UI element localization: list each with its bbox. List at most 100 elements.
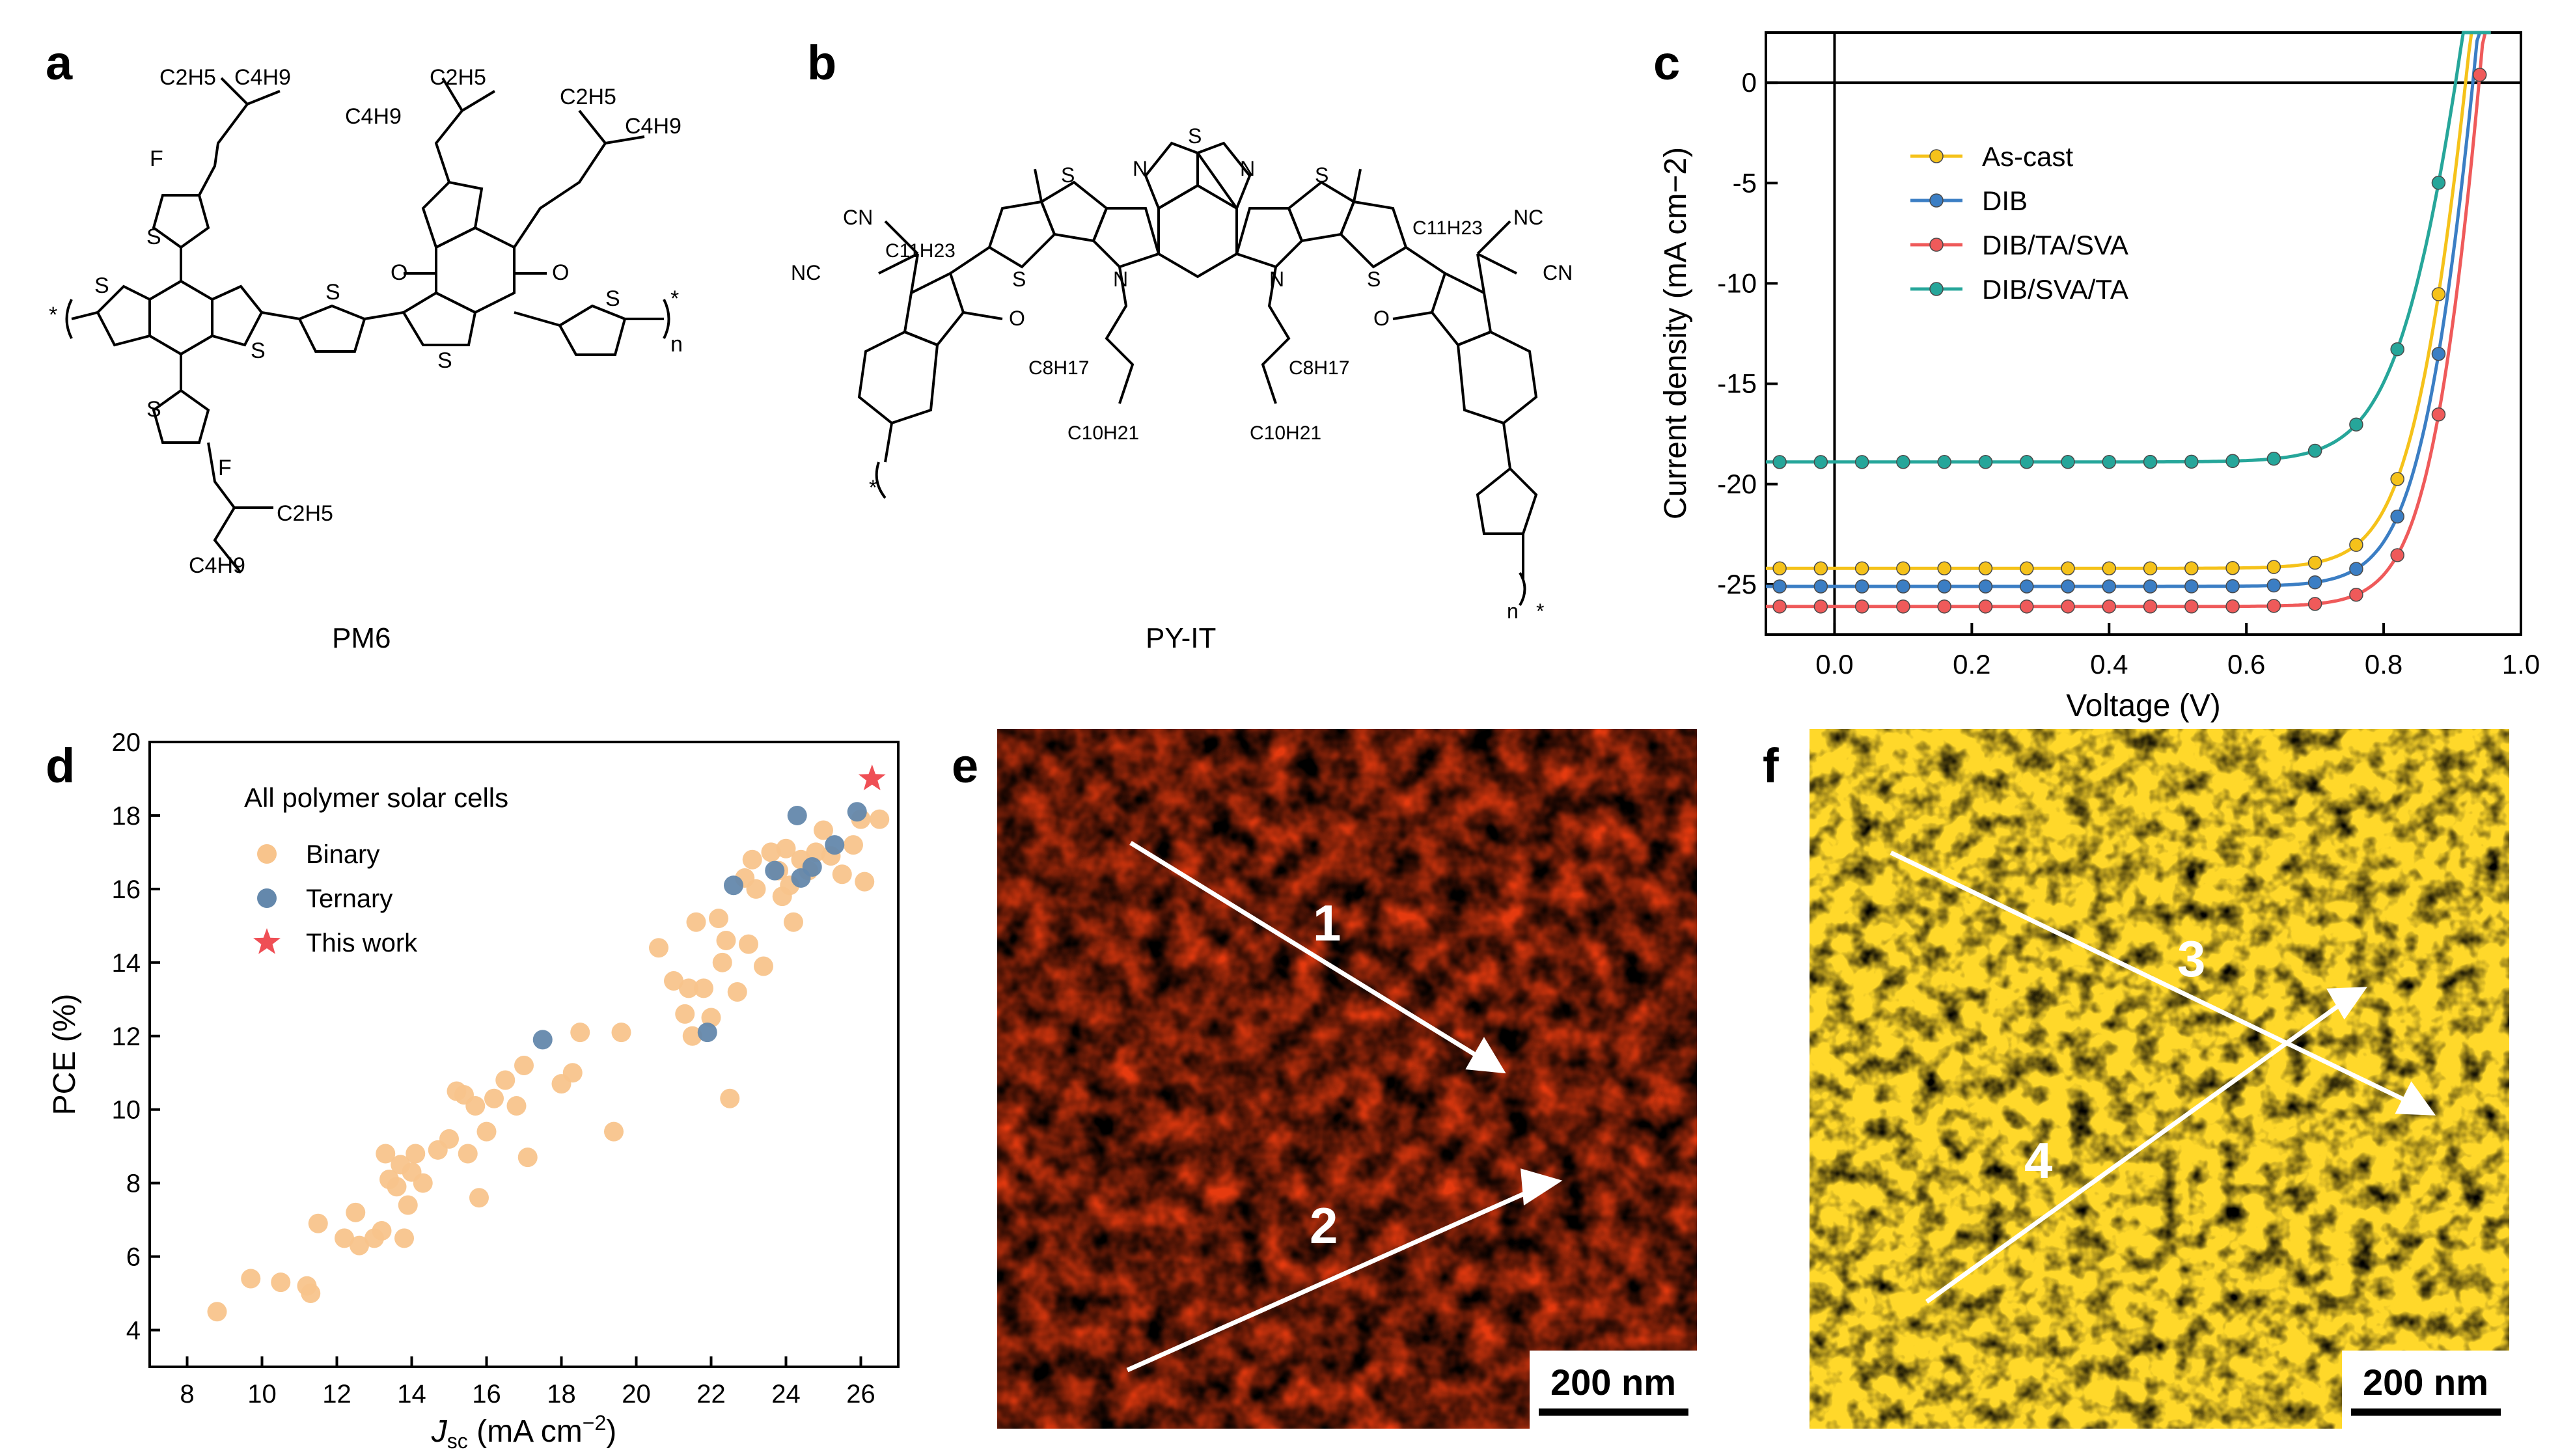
jv-legend-marker bbox=[1929, 149, 1944, 163]
pce-y-axis-label: PCE (%) bbox=[48, 994, 82, 1116]
jv-marker bbox=[2472, 68, 2487, 82]
jv-marker bbox=[2225, 599, 2240, 614]
pce-point-binary bbox=[720, 1088, 740, 1108]
jv-y-tick-label: -5 bbox=[1733, 167, 1757, 198]
arrow-1-label: 1 bbox=[1313, 894, 1341, 952]
pce-point-binary bbox=[776, 838, 796, 858]
pce-point-binary bbox=[855, 872, 875, 892]
pce-y-tick-label: 18 bbox=[112, 802, 141, 831]
pce-y-tick-label: 4 bbox=[126, 1317, 141, 1345]
jv-marker bbox=[2143, 599, 2158, 614]
jv-marker bbox=[2019, 455, 2034, 469]
pce-point-binary bbox=[570, 1023, 590, 1043]
pce-x-tick-label: 10 bbox=[247, 1380, 277, 1408]
arrow-2-label: 2 bbox=[1310, 1197, 1338, 1254]
pce-x-axis-label: Jsc (mA cm−2) bbox=[431, 1411, 616, 1453]
jv-marker bbox=[2431, 287, 2446, 301]
pyit-star-left: * bbox=[869, 476, 877, 499]
pyit-alkyl-1: C11H23 bbox=[885, 240, 956, 262]
pce-point-binary bbox=[675, 1004, 695, 1024]
pce-point-binary bbox=[844, 835, 863, 855]
pyit-n: n bbox=[1507, 599, 1519, 623]
jv-x-tick-label: 0.6 bbox=[2227, 649, 2265, 680]
panel-letter-a: a bbox=[46, 36, 73, 90]
jv-marker bbox=[2307, 555, 2322, 570]
pce-point-binary bbox=[682, 1026, 702, 1046]
pce-axes: 8 10 12 14 16 18 20 22 24 26 4 6 8 10 12 14 16 18 20 bbox=[112, 728, 875, 1408]
jv-marker bbox=[1978, 579, 1993, 594]
jv-marker bbox=[2349, 587, 2363, 602]
pce-point-binary bbox=[709, 909, 728, 929]
jv-series bbox=[1766, 31, 2491, 614]
pyit-S-top: S bbox=[1188, 124, 1202, 148]
jv-marker bbox=[2390, 472, 2404, 486]
pce-point-binary bbox=[562, 1063, 583, 1083]
jv-legend-marker bbox=[1929, 282, 1944, 296]
pm6-alkyl-4: C2H5 bbox=[430, 65, 486, 90]
pce-legend-marker bbox=[257, 888, 277, 908]
pce-point-binary bbox=[308, 1213, 328, 1233]
jv-marker bbox=[2266, 560, 2281, 574]
pce-point-binary bbox=[398, 1195, 418, 1215]
pyit-alkyl-2: C11H23 bbox=[1412, 217, 1483, 239]
jv-plot-frame bbox=[1765, 31, 2522, 636]
pce-point-binary bbox=[469, 1188, 489, 1208]
pm6-alkyl-1: C2H5 bbox=[159, 65, 216, 90]
pce-point-ternary bbox=[765, 860, 785, 881]
scale-bar-f: 200 nm bbox=[2342, 1351, 2509, 1429]
jv-y-tick-label: 0 bbox=[1742, 67, 1757, 98]
pyit-CN-2: CN bbox=[1543, 261, 1573, 284]
pce-y-tick-label: 6 bbox=[126, 1243, 141, 1272]
pm6-n: n bbox=[670, 332, 683, 357]
pce-point-binary bbox=[495, 1070, 516, 1090]
scale-bar-e-line bbox=[1538, 1408, 1688, 1416]
panel-letter-e: e bbox=[952, 739, 979, 793]
pyit-alkyl-6: C10H21 bbox=[1250, 422, 1321, 444]
afm-image-f: 3 4 bbox=[1810, 729, 2509, 1429]
pce-y-tick-label: 10 bbox=[112, 1096, 141, 1125]
jv-marker bbox=[2266, 578, 2281, 593]
jv-marker bbox=[2266, 599, 2281, 613]
jv-marker bbox=[1978, 455, 1993, 469]
jv-marker bbox=[2061, 454, 2075, 469]
pce-point-ternary bbox=[787, 805, 807, 825]
jv-marker bbox=[1813, 579, 1828, 594]
jv-line-dib-sva-ta bbox=[1766, 31, 2491, 464]
jv-marker bbox=[1772, 455, 1787, 469]
jv-marker bbox=[1896, 455, 1910, 469]
pce-point-binary bbox=[679, 978, 698, 998]
jv-marker bbox=[2307, 575, 2322, 590]
pce-point-binary bbox=[335, 1228, 354, 1248]
pce-point-ternary bbox=[697, 1023, 717, 1043]
jv-marker bbox=[2431, 407, 2446, 422]
scale-bar-f-line bbox=[2350, 1408, 2501, 1416]
jv-marker bbox=[1772, 599, 1787, 614]
pm6-S2: S bbox=[251, 338, 266, 363]
jv-marker bbox=[2143, 561, 2158, 575]
pyit-NC-2: NC bbox=[1513, 206, 1543, 229]
jv-legend-label: As-cast bbox=[1982, 141, 2073, 172]
jv-legend: As-cast DIB DIB/TA/SVA DIB/SVA/TA bbox=[1910, 141, 2128, 305]
pce-legend-marker bbox=[257, 844, 277, 864]
jv-y-tick-label: -20 bbox=[1717, 469, 1757, 499]
arrow-2-line bbox=[1126, 1185, 1539, 1373]
jv-marker bbox=[2019, 561, 2034, 575]
jv-marker bbox=[1772, 579, 1787, 594]
pce-point-binary bbox=[346, 1202, 366, 1222]
pyit-N1: N bbox=[1133, 157, 1148, 180]
jv-marker bbox=[2184, 561, 2199, 575]
pce-point-binary bbox=[387, 1177, 407, 1197]
pyit-star-right: * bbox=[1536, 599, 1544, 623]
jv-marker bbox=[2184, 599, 2199, 614]
pce-legend-label: Binary bbox=[306, 840, 379, 869]
pce-legend-marker bbox=[253, 928, 281, 954]
afm-f-arrows bbox=[1890, 850, 2436, 1304]
pce-point-binary bbox=[476, 1121, 497, 1142]
jv-marker bbox=[1978, 599, 1993, 614]
pce-point-binary bbox=[241, 1269, 261, 1289]
pce-point-ternary bbox=[825, 835, 845, 855]
jv-marker bbox=[2019, 599, 2034, 614]
pce-x-tick-label: 12 bbox=[322, 1380, 351, 1408]
pce-legend-label: Ternary bbox=[306, 885, 392, 913]
jv-marker bbox=[2390, 342, 2404, 357]
